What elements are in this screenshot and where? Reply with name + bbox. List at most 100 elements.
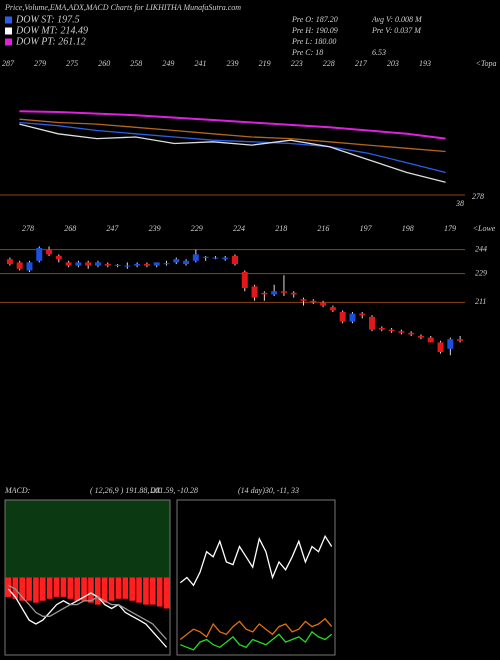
candle-body [212,257,219,259]
y-tick-label: 229 [475,268,487,277]
candle-body [329,307,336,311]
candle-body [241,272,248,288]
top-label: 229 [191,224,203,233]
series-line [180,630,333,651]
info-text: Pre H: 190.09 [291,26,338,35]
panel-subtitle: (14 day)30, -11, 33 [238,486,299,495]
macd-histogram-bar [46,577,53,599]
series-line [19,123,446,183]
candle-body [36,248,43,261]
top-label: 193 [419,59,431,68]
candle-body [369,316,376,330]
macd-histogram-bar [129,577,136,601]
info-text: Pre V: 0.037 M [371,26,422,35]
candle-body [271,291,278,295]
macd-histogram-bar [81,577,87,601]
top-label: 217 [355,59,368,68]
macd-histogram-bar [33,577,39,603]
top-label: 287 [2,59,15,68]
macd-histogram-bar [39,577,46,601]
candle-body [134,264,141,266]
candle-body [320,302,327,306]
candle-body [173,259,180,263]
series-line [19,110,446,140]
candle-body [143,264,150,266]
candle-body [457,339,464,341]
candle-body [46,249,53,255]
macd-frame [4,499,171,656]
candle-body [232,256,238,264]
top-label: 275 [66,59,78,68]
macd-histogram-bar [12,577,19,599]
candle-body [55,256,62,260]
top-label: 218 [275,224,287,233]
top-label: 228 [323,59,335,68]
top-label: 279 [34,59,46,68]
macd-histogram-bar [122,577,129,599]
adx-frame [176,499,336,656]
candle-body [437,342,444,352]
top-label: 247 [106,224,119,233]
candle-body [427,337,434,343]
info-text: 6.53 [372,48,386,57]
macd-histogram-bar [94,577,101,605]
candle-body [26,262,33,271]
series-line [179,534,333,587]
candle-body [85,262,92,266]
candle-body [349,313,356,322]
macd-histogram-bar [101,577,108,603]
candle-body [290,292,297,295]
macd-histogram-bar [53,577,60,597]
candle-body [222,257,229,260]
candle-body [65,262,72,266]
macd-histogram-bar [19,577,26,601]
macd-histogram-bar [74,577,81,601]
macd-histogram-bar [163,577,170,609]
top-label: 198 [402,224,414,233]
candle-body [408,332,415,335]
annotation: <Topa [475,59,496,68]
top-label: 203 [387,59,399,68]
macd-histogram-bar [5,577,12,597]
y-tick-label: 211 [475,297,486,306]
panel-title: DX [149,486,162,495]
macd-histogram-bar [156,577,163,607]
macd-histogram-bar [67,577,74,599]
candle-body [251,286,258,298]
candle-body [6,259,13,264]
top-label: 219 [259,59,271,68]
series-line [179,617,333,641]
legend-label: DOW ST: 197.5 [15,14,80,25]
candle-body [261,292,268,295]
candle-body [183,260,190,264]
candle-body [378,328,385,330]
series-line [19,118,446,153]
candle-body [300,299,307,301]
candle-body [310,300,317,303]
info-text: Pre O: 187.20 [291,15,338,24]
top-label: 223 [291,59,303,68]
series-line [19,121,446,174]
series-line [7,588,168,648]
top-label: 239 [149,224,161,233]
candle-body [447,339,454,349]
candle-body [192,254,199,261]
candle-body [153,262,160,266]
macd-histogram-bar [136,577,142,603]
candle-body [104,264,111,266]
legend-swatch [5,16,12,24]
macd-histogram-bar [108,577,115,601]
legend-swatch [5,38,12,46]
candle-body [339,312,346,322]
top-label: 197 [360,224,373,233]
macd-histogram-bar [115,577,122,599]
top-label: 241 [194,59,206,68]
top-label: 239 [227,59,239,68]
macd-histogram-bar [143,577,149,605]
legend-swatch [5,27,12,35]
candle-body [398,331,405,333]
top-label: 224 [233,224,245,233]
info-text: Pre L: 180.00 [291,37,336,46]
top-label: 179 [444,224,456,233]
